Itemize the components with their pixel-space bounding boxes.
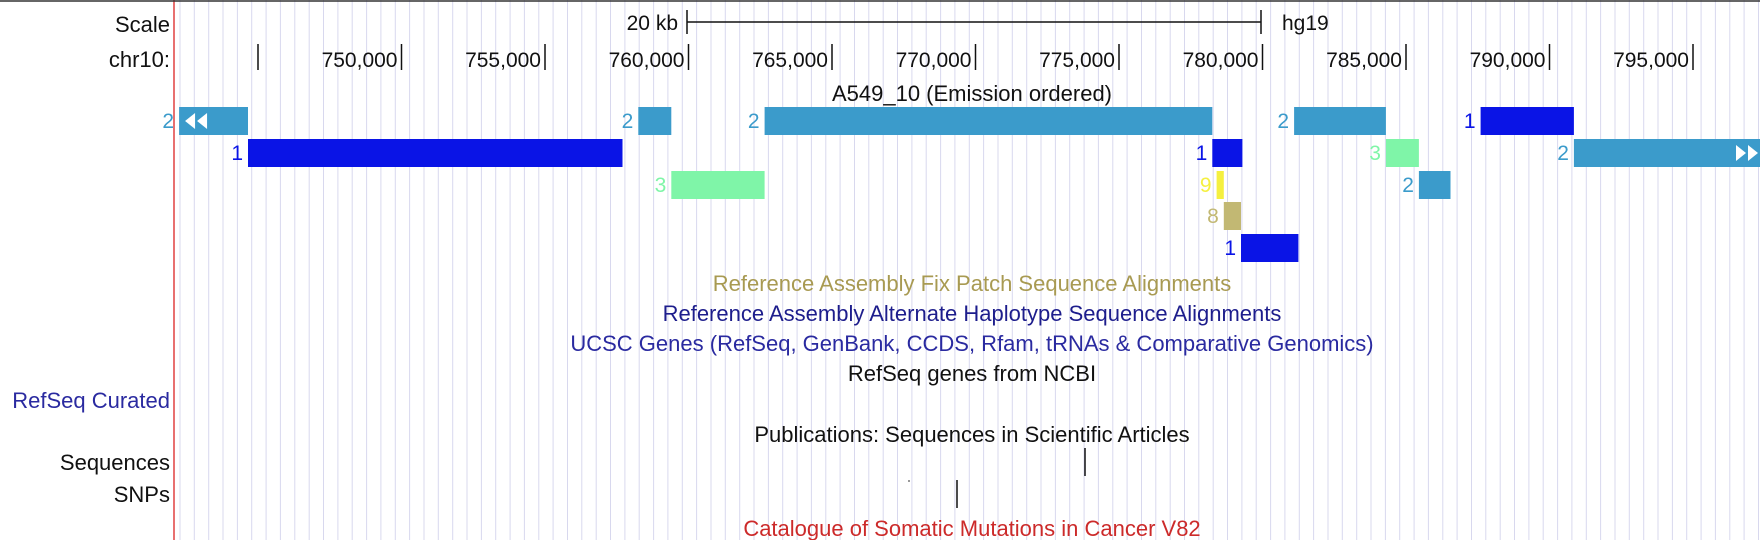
segment-state-label: 8 <box>1207 205 1219 228</box>
ruler-tick-label: 780,000 <box>1183 49 1259 72</box>
track-label-snps[interactable]: SNPs <box>114 482 170 507</box>
segment-state-label: 1 <box>1224 237 1236 260</box>
segment-state-label: 3 <box>1369 142 1381 165</box>
scroll-right-arrow-icon[interactable] <box>1736 145 1746 161</box>
segment-state-9[interactable] <box>1216 171 1224 199</box>
track-title-segmentation[interactable]: A549_10 (Emission ordered) <box>832 81 1112 106</box>
track-title-alt-haplotypes[interactable]: Reference Assembly Alternate Haplotype S… <box>663 301 1282 326</box>
segment-state-label: 2 <box>622 110 634 133</box>
scale-label: Scale <box>115 12 170 37</box>
ruler-tick-label: 760,000 <box>609 49 685 72</box>
ruler-tick-label: 750,000 <box>322 49 398 72</box>
segment-state-label: 1 <box>231 142 243 165</box>
grid-lines <box>179 0 1759 540</box>
segment-state-1[interactable] <box>248 139 623 167</box>
segment-state-3[interactable] <box>1385 139 1419 167</box>
ruler-tick-label: 775,000 <box>1039 49 1115 72</box>
segment-state-label: 9 <box>1200 174 1212 197</box>
segment-state-label: 3 <box>655 174 667 197</box>
track-label-sequences[interactable]: Sequences <box>60 450 170 475</box>
chromatin-state-segments[interactable]: 2 2 2 2 11 1 3 23 9 281 <box>162 107 1760 262</box>
segment-state-2[interactable] <box>1418 171 1451 199</box>
segment-state-2[interactable] <box>1573 139 1760 167</box>
chromosome-label: chr10: <box>109 47 170 72</box>
ruler-tick-label: 770,000 <box>896 49 972 72</box>
ruler-tick-label: 785,000 <box>1326 49 1402 72</box>
ruler-tick-label: 795,000 <box>1613 49 1689 72</box>
scroll-left-arrow-icon[interactable] <box>185 113 196 129</box>
ruler-tick-label: 765,000 <box>752 49 828 72</box>
track-title-cosmic[interactable]: Catalogue of Somatic Mutations in Cancer… <box>743 516 1200 540</box>
scroll-right-arrow-icon[interactable] <box>1748 145 1758 161</box>
ruler-tick-label: 790,000 <box>1470 49 1546 72</box>
segment-state-1[interactable] <box>1212 139 1243 167</box>
track-title-publications[interactable]: Publications: Sequences in Scientific Ar… <box>754 422 1189 447</box>
snp-dot[interactable] <box>908 480 910 482</box>
scale-bar-label: 20 kb <box>627 12 678 35</box>
track-title-ucsc-genes[interactable]: UCSC Genes (RefSeq, GenBank, CCDS, Rfam,… <box>570 331 1373 356</box>
segment-state-label: 2 <box>162 110 174 133</box>
segment-state-1[interactable] <box>1480 107 1574 135</box>
segment-state-label: 2 <box>1402 174 1414 197</box>
segment-state-8[interactable] <box>1223 202 1241 230</box>
assembly-label: hg19 <box>1282 12 1329 35</box>
segment-state-label: 2 <box>748 110 760 133</box>
segment-state-label: 1 <box>1464 110 1476 133</box>
segment-state-label: 2 <box>1557 142 1569 165</box>
segment-state-1[interactable] <box>1241 234 1299 262</box>
segment-state-3[interactable] <box>671 171 765 199</box>
base-position-ruler: 750,000 755,000 760,000 765,000 770,000 775,0… <box>257 44 1694 72</box>
segment-state-label: 2 <box>1277 110 1289 133</box>
segment-state-label: 1 <box>1196 142 1208 165</box>
track-title-fix-patches[interactable]: Reference Assembly Fix Patch Sequence Al… <box>713 271 1232 296</box>
track-title-refseq-ncbi[interactable]: RefSeq genes from NCBI <box>848 361 1096 386</box>
track-label-refseq-curated[interactable]: RefSeq Curated <box>12 388 170 413</box>
segment-state-2[interactable] <box>638 107 672 135</box>
segment-state-2[interactable] <box>764 107 1213 135</box>
ruler-tick-label: 755,000 <box>465 49 541 72</box>
scroll-left-arrow-icon[interactable] <box>197 113 208 129</box>
segment-state-2[interactable] <box>1294 107 1386 135</box>
